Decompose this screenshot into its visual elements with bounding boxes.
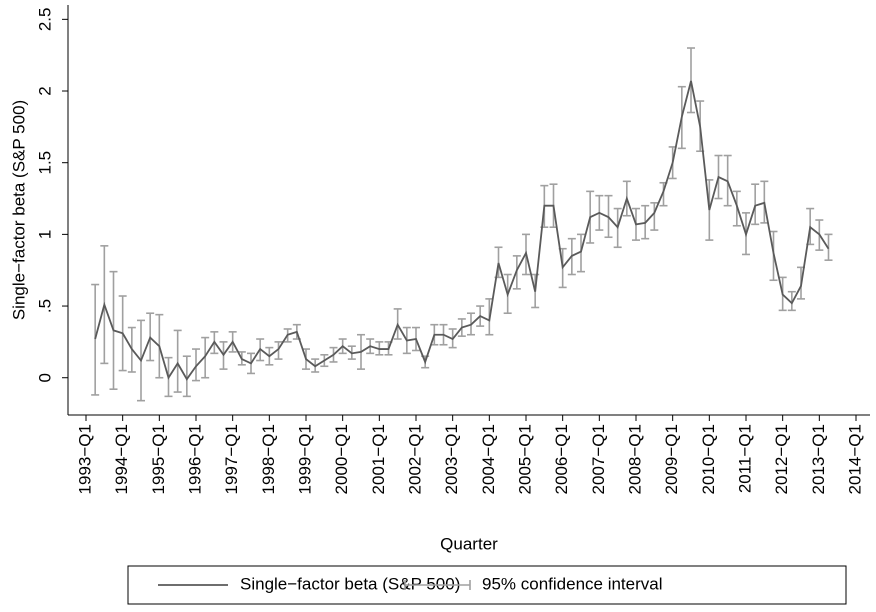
x-tick-label: 1996−Q1 <box>185 424 204 494</box>
x-tick-label: 2010−Q1 <box>699 424 718 494</box>
x-tick-label: 2011−Q1 <box>735 424 754 493</box>
x-tick-label: 2007−Q1 <box>589 424 608 494</box>
x-tick-label: 2003−Q1 <box>442 424 461 494</box>
y-tick-label: .5 <box>35 299 54 313</box>
x-tick-label: 2001−Q1 <box>369 424 388 494</box>
x-tick-label: 1999−Q1 <box>295 424 314 494</box>
legend-box <box>127 565 847 605</box>
legend-label: 95% confidence interval <box>482 574 663 593</box>
y-tick-label: 2 <box>35 86 54 95</box>
x-tick-label: 2005−Q1 <box>515 424 534 494</box>
x-tick-label: 1997−Q1 <box>222 424 241 494</box>
x-tick-label: 2014−Q1 <box>845 424 864 494</box>
y-tick-label: 1.5 <box>35 151 54 175</box>
y-tick-label: 0 <box>35 373 54 382</box>
x-tick-label: 2009−Q1 <box>662 424 681 494</box>
x-tick-label: 2008−Q1 <box>625 424 644 494</box>
x-axis-title: Quarter <box>440 534 498 553</box>
x-tick-label: 2006−Q1 <box>552 424 571 494</box>
x-tick-label: 1998−Q1 <box>259 424 278 494</box>
x-tick-label: 2012−Q1 <box>772 424 791 494</box>
beta-line <box>94 80 830 381</box>
x-tick-label: 2002−Q1 <box>405 424 424 494</box>
y-tick-label: 2.5 <box>35 8 54 32</box>
legend-label: Single−factor beta (S&P 500) <box>240 574 460 593</box>
x-tick-label: 1993−Q1 <box>75 424 94 494</box>
x-tick-label: 2013−Q1 <box>809 424 828 494</box>
x-tick-label: 2000−Q1 <box>332 424 351 494</box>
x-tick-label: 1994−Q1 <box>112 424 131 494</box>
y-axis-title: Single−factor beta (S&P 500) <box>9 100 28 320</box>
y-tick-label: 1 <box>35 230 54 239</box>
x-tick-label: 1995−Q1 <box>149 424 168 494</box>
x-tick-label: 2004−Q1 <box>479 424 498 494</box>
